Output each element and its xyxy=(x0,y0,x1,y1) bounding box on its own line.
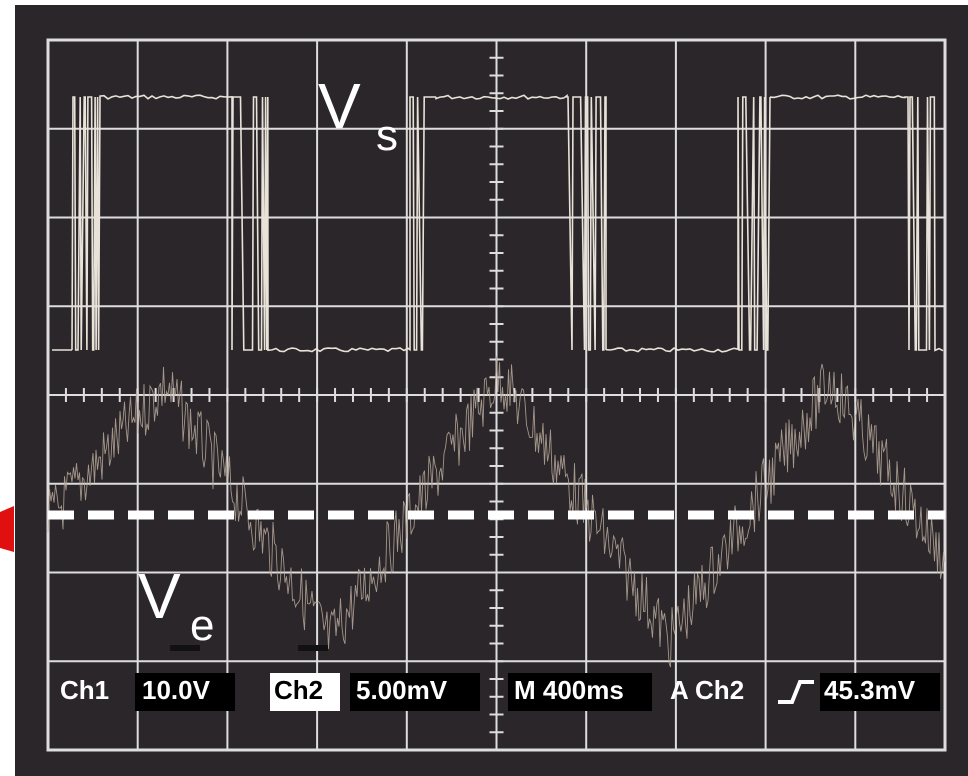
channel-scale: 5.00mV xyxy=(356,675,448,705)
trigger-level: 45.3mV xyxy=(824,675,916,705)
ground-marker xyxy=(0,506,14,552)
marker xyxy=(298,645,328,651)
trigger-source: A Ch2 xyxy=(670,675,744,705)
channel-scale: 10.0V xyxy=(142,675,211,705)
trace-label: V xyxy=(318,70,361,142)
trace-label: V xyxy=(138,560,181,632)
oscilloscope-screen: V s V e Ch1 10.0V Ch2 5.00mV M 400ms A C… xyxy=(0,0,968,776)
trace-label-subscript: s xyxy=(376,111,398,160)
trace-label-subscript: e xyxy=(190,601,214,650)
marker xyxy=(170,645,200,651)
channel-label: Ch2 xyxy=(274,675,323,705)
channel-label: Ch1 xyxy=(60,675,109,705)
timebase: M 400ms xyxy=(514,675,624,705)
